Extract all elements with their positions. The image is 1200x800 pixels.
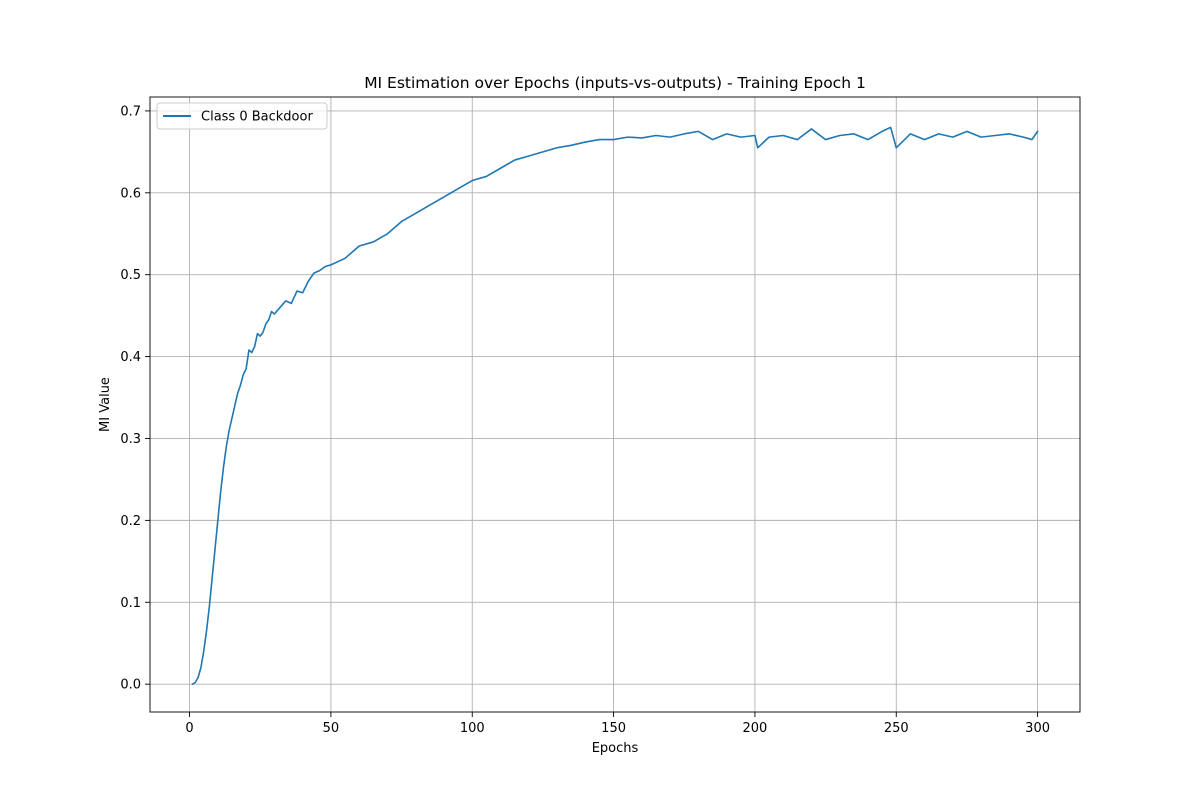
legend-box xyxy=(156,102,328,130)
x-tick-label: 300 xyxy=(1025,721,1050,736)
x-axis-label: Epochs xyxy=(592,741,639,756)
x-tick-label: 50 xyxy=(323,721,340,736)
y-tick-label: 0.7 xyxy=(120,104,141,119)
plot-frame xyxy=(149,96,1081,713)
y-tick-label: 0.2 xyxy=(120,514,141,529)
y-tick-label: 0.3 xyxy=(120,432,141,447)
y-grid xyxy=(150,110,1080,685)
x-tick-label: 250 xyxy=(884,721,909,736)
x-tick-label: 150 xyxy=(601,721,626,736)
legend-label-class-0-backdoor: Class 0 Backdoor xyxy=(201,110,313,125)
x-tick-label: 100 xyxy=(460,721,485,736)
y-tick-label: 0.6 xyxy=(120,186,141,201)
chart-title: MI Estimation over Epochs (inputs-vs-out… xyxy=(364,74,866,92)
y-tick-label: 0.5 xyxy=(120,268,141,283)
y-tick-label: 0.1 xyxy=(120,596,141,611)
y-axis-label: MI Value xyxy=(98,377,113,432)
x-axis-ticks: 0 50 100 150 200 250 300 xyxy=(185,712,1050,736)
series-layer xyxy=(191,126,1039,685)
x-grid xyxy=(189,97,1039,712)
y-tick-label: 0.4 xyxy=(120,350,141,365)
legend: Class 0 Backdoor xyxy=(156,102,328,130)
x-tick-label: 200 xyxy=(743,721,768,736)
x-tick-label: 0 xyxy=(185,721,193,736)
series-line-class-0-backdoor xyxy=(191,126,1039,685)
y-tick-label: 0.0 xyxy=(120,678,141,693)
y-axis-ticks: 0.0 0.1 0.2 0.3 0.4 0.5 0.6 0.7 xyxy=(120,104,150,693)
